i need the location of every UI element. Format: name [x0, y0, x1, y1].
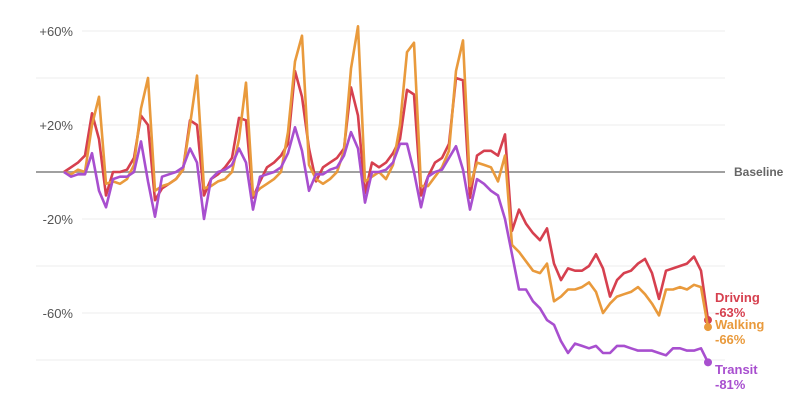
y-tick-label: -60% [43, 306, 74, 321]
series-end-dot-walking [704, 323, 712, 332]
series-name-label: Transit [715, 362, 758, 377]
gridlines [36, 30, 725, 361]
series-line-driving [63, 69, 710, 321]
baseline-label: Baseline [734, 165, 784, 179]
y-tick-label: -20% [43, 212, 74, 227]
series-end-dot-transit [704, 358, 712, 367]
series-lines [63, 24, 712, 367]
series-value-label: -66% [715, 332, 746, 347]
y-tick-label: +20% [39, 118, 73, 133]
y-tick-label: +60% [39, 24, 73, 39]
series-value-label: -63% [715, 305, 746, 320]
series-name-label: Driving [715, 290, 760, 305]
series-name-label: Walking [715, 317, 764, 332]
series-line-transit [63, 126, 710, 363]
y-axis-tick-labels: +60% +20% -20% -60% [39, 24, 73, 321]
series-value-label: -81% [715, 377, 746, 392]
series-line-walking [63, 24, 710, 328]
series-end-labels: Driving-63%Walking-66% Transit-81% [715, 290, 764, 392]
